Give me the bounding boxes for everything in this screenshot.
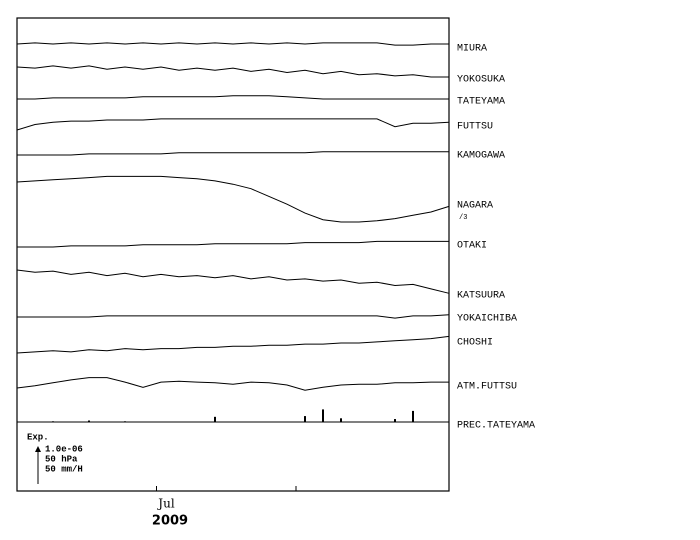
trace [17, 240, 449, 248]
trace [16, 65, 449, 78]
series-label: YOKOSUKA [457, 75, 505, 86]
trace [16, 377, 449, 391]
series-label: PREC.TATEYAMA [457, 421, 535, 432]
series-label: ATM.FUTTSU [457, 382, 517, 393]
series-label: TATEYAMA [457, 97, 505, 108]
x-axis-label: 2009 [152, 514, 188, 529]
scale-label: 50 mm/H [45, 464, 83, 474]
scale-title: Exp. [27, 432, 49, 442]
series-label: KAMOGAWA [457, 151, 505, 162]
series-label: NAGARA [457, 201, 493, 212]
scale-label: 1.0e-06 [45, 444, 83, 454]
series-label: OTAKI [457, 241, 487, 252]
trace [16, 42, 449, 46]
trace [16, 335, 450, 354]
plot-frame [16, 17, 450, 492]
x-tick-label: Jul [156, 497, 175, 511]
trace [17, 95, 449, 100]
scale-label: 50 hPa [45, 454, 78, 464]
series-label: CHOSHI [457, 338, 493, 349]
series-note: /3 [459, 214, 467, 222]
series-label: FUTTSU [457, 122, 493, 133]
scale-arrowhead [35, 446, 41, 452]
series-label: MIURA [457, 44, 487, 55]
trace [16, 118, 450, 131]
series-label: KATSUURA [457, 291, 505, 302]
series-label: YOKAICHIBA [457, 314, 517, 325]
trace [16, 175, 450, 223]
trace [16, 269, 450, 294]
trace [17, 314, 450, 319]
trace [17, 151, 449, 156]
